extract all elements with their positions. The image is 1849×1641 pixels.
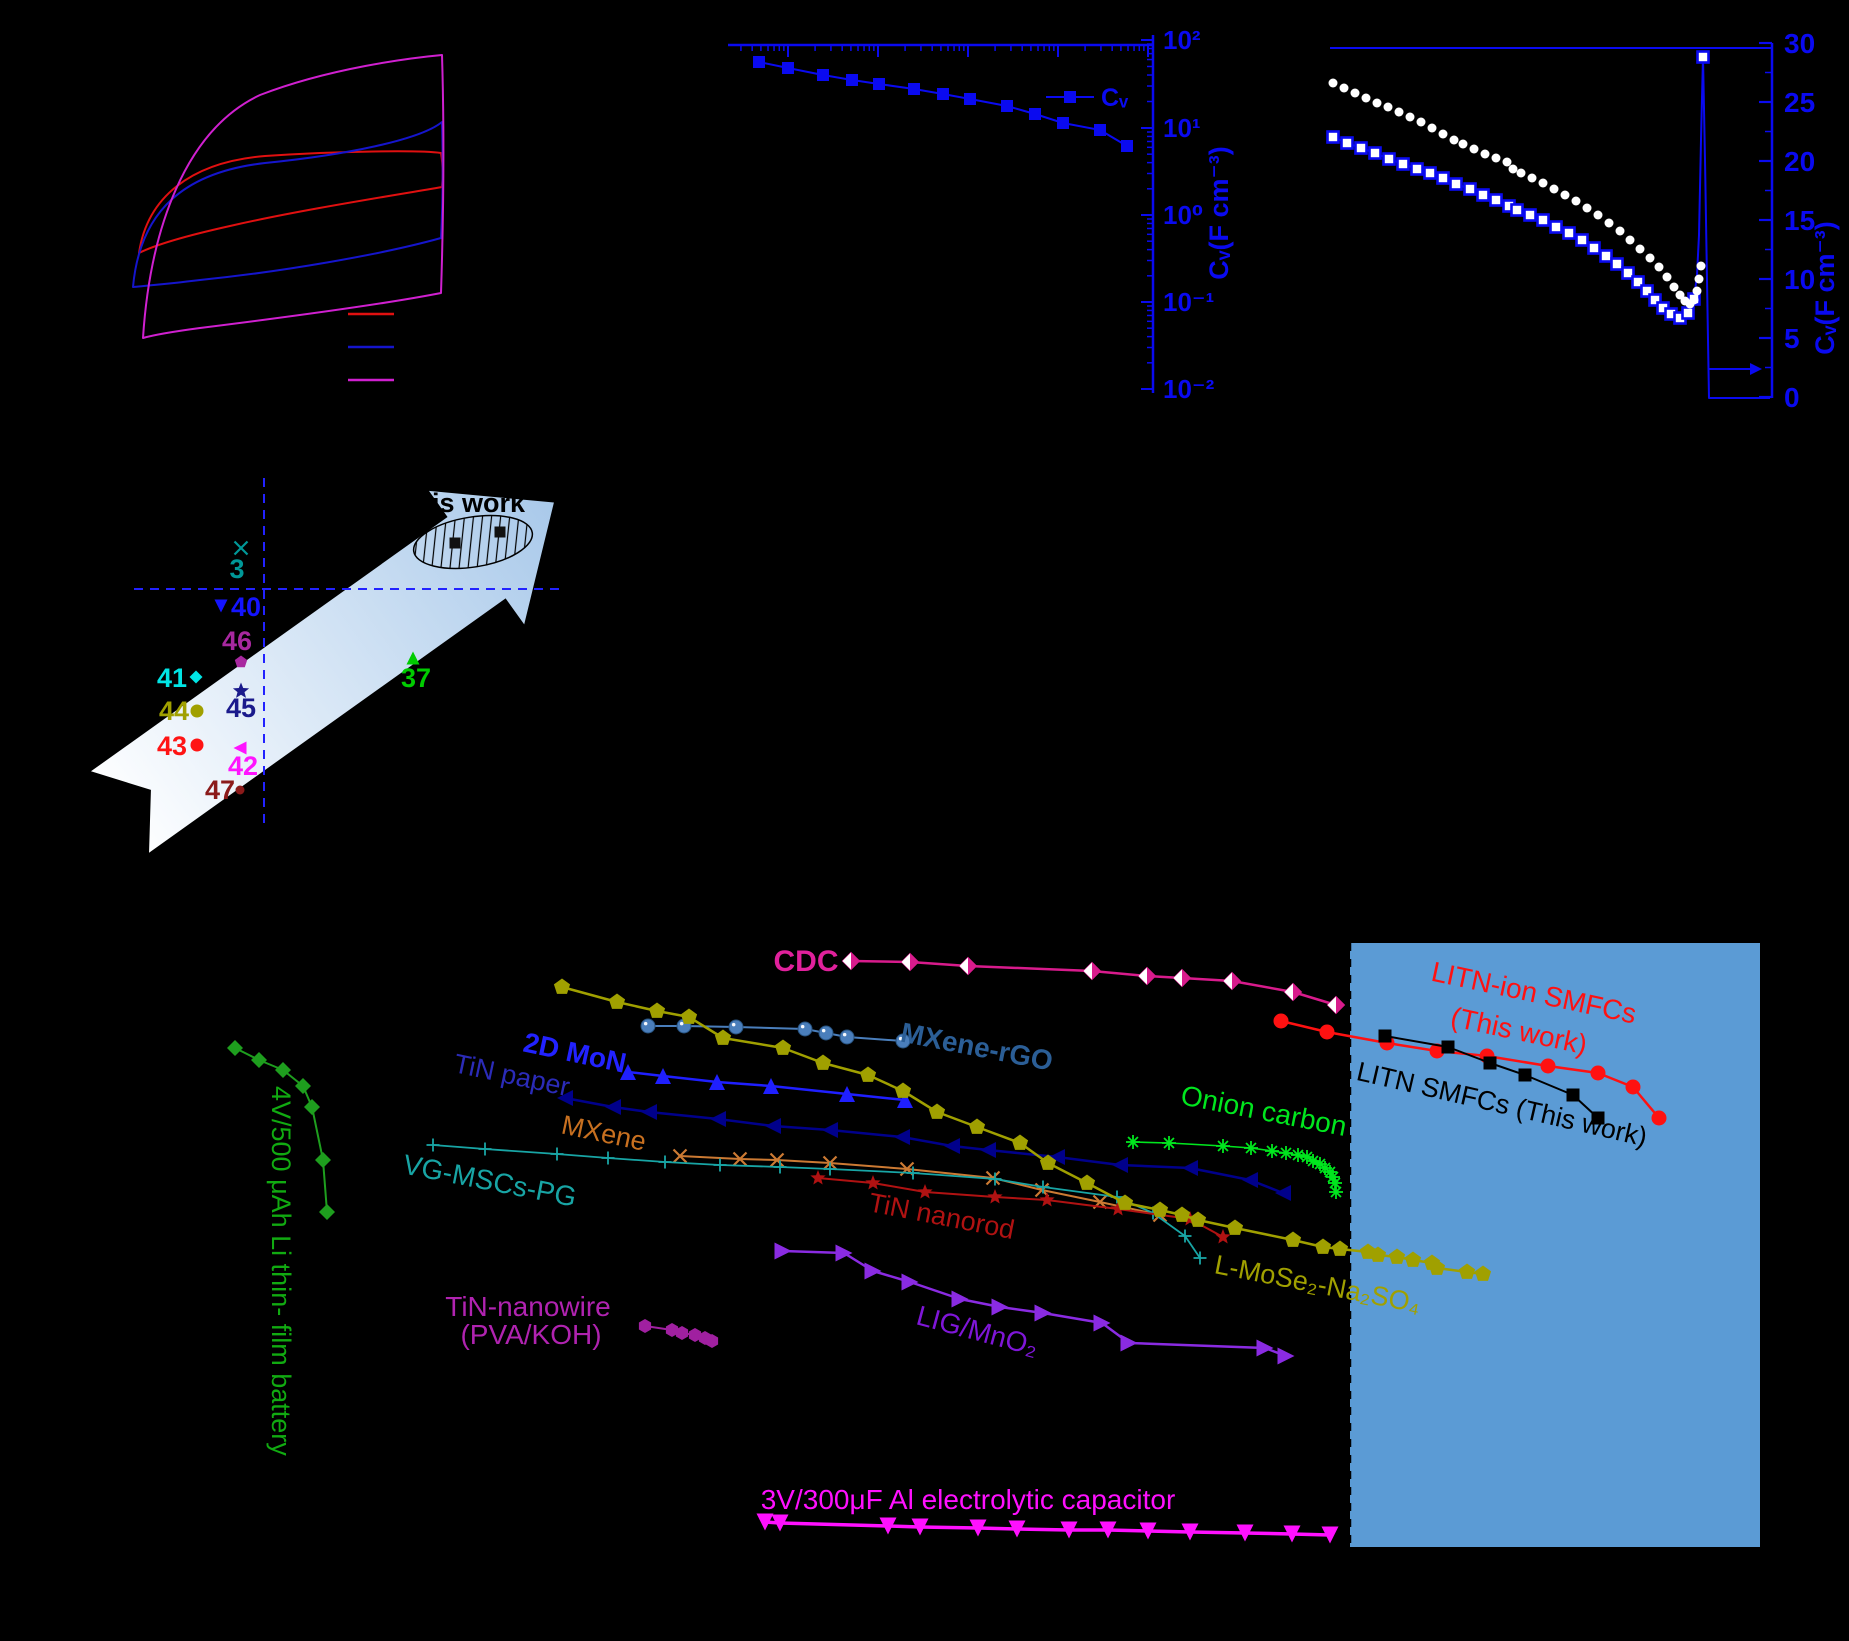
panel-b-tick-label: 10⁻¹ (1163, 287, 1214, 317)
ref-point-43: 43 (157, 731, 204, 761)
panel-b-rate-plot: Cᵥ(F cm⁻³) Cᵥ 10² 10¹ 10⁰ 10⁻¹ 10⁻² (728, 25, 1234, 404)
series-tin-nanowire (638, 1319, 719, 1348)
panel-c-tick-label: 10 (1784, 264, 1815, 295)
ref-point-44: 44 (159, 696, 204, 726)
panel-c-tick-label: 15 (1784, 205, 1815, 236)
right-axis-arrow (1709, 363, 1762, 375)
ref-point-3: 3 (229, 540, 249, 584)
series-2d-mon (620, 1064, 913, 1108)
ref-point-47: 47 (205, 775, 245, 805)
ref-label-41: 41 (157, 663, 187, 693)
ref-label-42: 42 (228, 751, 258, 781)
series-lig-mno2 (774, 1242, 1295, 1365)
ref-label-37: 37 (401, 663, 431, 693)
ref-label-44: 44 (159, 696, 189, 726)
ref-point-40: 40 (214, 592, 261, 622)
ref-point-41: 41 (157, 663, 203, 693)
series-label-tin-nanowire-line1: TiN-nanowire (445, 1291, 610, 1322)
panel-a-cv-curves (132, 54, 445, 382)
cv-curve-2 (132, 121, 444, 288)
ref-label-40: 40 (231, 592, 261, 622)
series-label-li-battery: 4V/500 μAh Li thin- film battery (266, 1086, 296, 1456)
panel-b-cv-series (753, 56, 1133, 152)
ref-label-46: 46 (222, 626, 252, 656)
series-litn-smfcs (1378, 1029, 1605, 1125)
series-onion-carbon (1126, 1135, 1343, 1199)
series-li-battery (227, 1040, 335, 1220)
ref-point-37: 37 (401, 651, 431, 693)
panel-c-retention-plot: Cᵥ(F cm⁻³) 30 25 20 15 10 5 0 (1326, 28, 1840, 413)
ref-label-3: 3 (229, 554, 244, 584)
cv-curve-1 (138, 150, 444, 254)
panel-c-tick-label: 0 (1784, 382, 1800, 413)
series-label-tin-nanowire-line2: (PVA/KOH) (460, 1319, 601, 1350)
panel-b-axes: 10² 10¹ 10⁰ 10⁻¹ 10⁻² (728, 25, 1215, 404)
panel-c-tick-label: 20 (1784, 146, 1815, 177)
panel-b-legend (1046, 91, 1094, 103)
target-region (1348, 943, 1760, 1547)
panel-c-tick-label: 5 (1784, 323, 1800, 354)
series-label-mxene: MXene (559, 1110, 649, 1157)
panel-b-tick-label: 10² (1163, 25, 1201, 55)
ref-label-45: 45 (226, 693, 256, 723)
ref-point-45: 45 (226, 682, 256, 723)
ref-label-47: 47 (205, 775, 235, 805)
panel-b-right-axis-title: Cᵥ(F cm⁻³) (1204, 146, 1234, 280)
panel-c-right-axis-title: Cᵥ(F cm⁻³) (1810, 221, 1840, 355)
ref-point-42: 42 (228, 741, 258, 781)
cv-curve-3 (142, 54, 445, 339)
panel-c-white-series (1328, 78, 1706, 309)
series-label-al-capacitor: 3V/300μF Al electrolytic capacitor (761, 1484, 1176, 1515)
ref-label-43: 43 (157, 731, 187, 761)
panel-c-axes: 30 25 20 15 10 5 0 (1330, 28, 1815, 413)
ref-point-46: 46 (222, 626, 252, 668)
series-mxene (672, 1148, 1168, 1223)
panel-b-tick-label: 10⁰ (1163, 200, 1203, 230)
panel-c-blue-series (1326, 50, 1770, 399)
series-al-capacitor (756, 1513, 1339, 1544)
series-label-vg-mscs-pg: VG-MSCs-PG (401, 1149, 579, 1213)
series-label-mxene-rgo: MXene-rGO (898, 1017, 1055, 1077)
panel-c-tick-label: 30 (1784, 28, 1815, 59)
series-l-mose2 (553, 978, 1492, 1281)
series-vg-mscs-pg (426, 1138, 1207, 1265)
trend-arrow (90, 490, 554, 853)
series-label-cdc: CDC (774, 945, 839, 978)
series-mxene-rgo (640, 1018, 911, 1049)
this-work-label: This work (399, 488, 526, 518)
series-tin-paper (557, 1090, 1291, 1201)
panel-b-tick-label: 10⁻² (1163, 374, 1215, 404)
panel-b-legend-label: Cᵥ (1101, 84, 1129, 112)
panel-b-tick-label: 10¹ (1163, 113, 1201, 143)
panel-c-tick-label: 25 (1784, 87, 1815, 118)
series-cdc (841, 951, 1346, 1015)
series-label-onion-carbon: Onion carbon (1178, 1079, 1349, 1142)
